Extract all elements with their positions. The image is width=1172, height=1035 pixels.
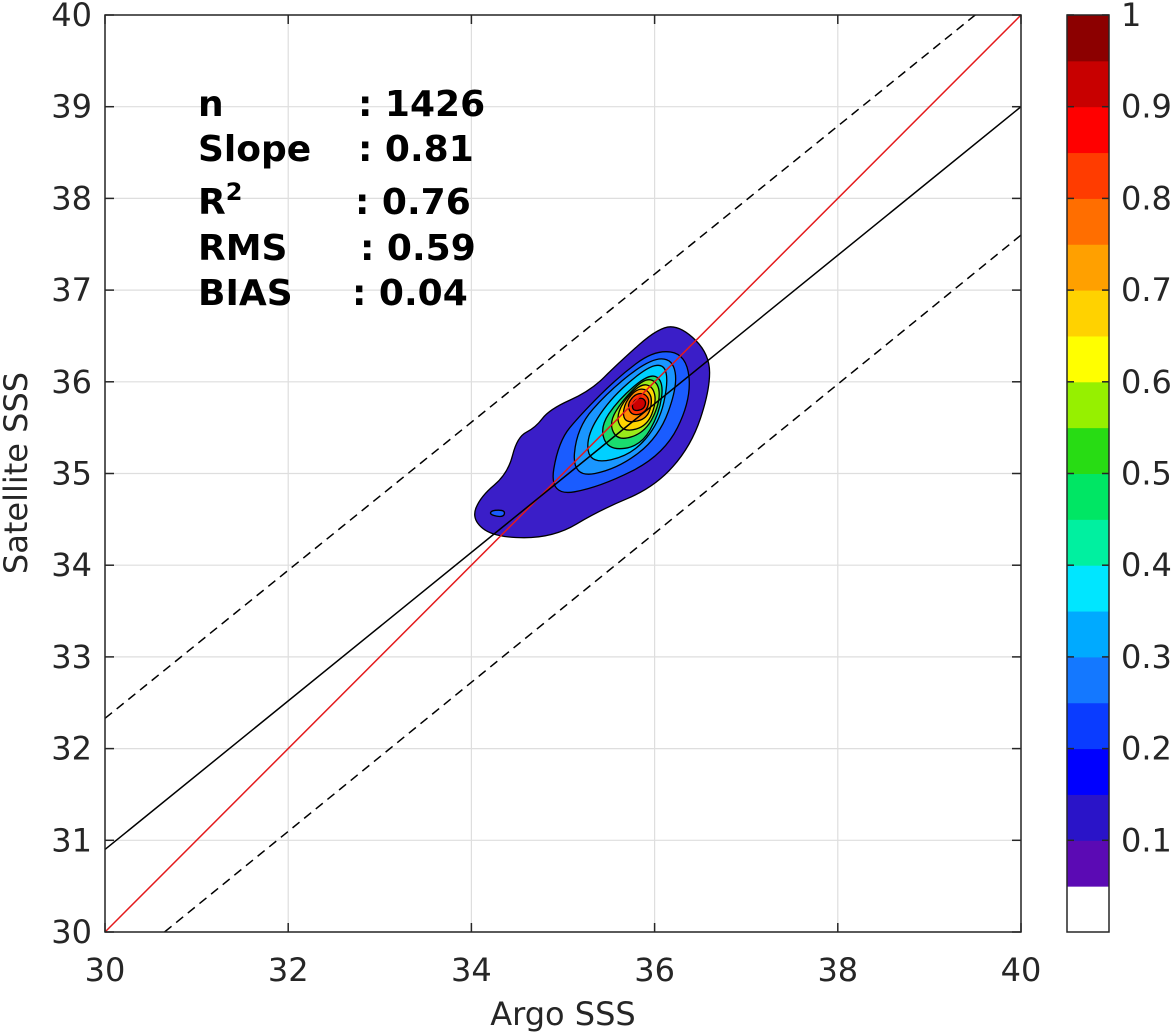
colorbar-band bbox=[1067, 335, 1109, 383]
stat-name: Slope bbox=[198, 129, 311, 170]
x-tick-label: 38 bbox=[817, 951, 858, 989]
colorbar-band bbox=[1067, 611, 1109, 658]
stat-name: BIAS bbox=[198, 273, 293, 314]
colorbar-band bbox=[1067, 198, 1109, 245]
y-tick-label: 37 bbox=[51, 271, 92, 309]
colorbar-band bbox=[1067, 794, 1109, 841]
lower-bound-line bbox=[164, 234, 1021, 932]
colorbar-band bbox=[1067, 381, 1109, 429]
y-axis-label: Satellite SSS bbox=[0, 372, 35, 574]
x-tick-label: 32 bbox=[268, 951, 309, 989]
y-tick-label: 34 bbox=[51, 546, 92, 584]
colorbar-band bbox=[1067, 840, 1109, 887]
stat-value: : 0.04 bbox=[352, 273, 468, 314]
y-tick-label: 30 bbox=[51, 913, 92, 951]
colorbar-band bbox=[1067, 15, 1109, 62]
colorbar-band bbox=[1067, 702, 1109, 750]
density-contours bbox=[474, 326, 711, 539]
upper-bound-line bbox=[105, 15, 976, 719]
stat-name: n bbox=[198, 84, 224, 125]
colorbar-tick-label: 0.9 bbox=[1121, 88, 1172, 126]
y-tick-label: 31 bbox=[51, 821, 92, 859]
y-tick-label: 38 bbox=[51, 179, 92, 217]
x-tick-label: 34 bbox=[451, 951, 492, 989]
colorbar-band bbox=[1067, 427, 1109, 474]
x-tick-label: 36 bbox=[634, 951, 675, 989]
colorbar-band bbox=[1067, 60, 1109, 108]
colorbar-band bbox=[1067, 244, 1109, 291]
y-tick-label: 32 bbox=[51, 730, 92, 768]
stat-value: : 0.81 bbox=[358, 129, 474, 170]
colorbar-tick-label: 0.4 bbox=[1121, 546, 1172, 584]
y-tick-label: 39 bbox=[51, 88, 92, 126]
y-tick-label: 36 bbox=[51, 363, 92, 401]
identity-line bbox=[105, 15, 1021, 932]
colorbar-band bbox=[1067, 656, 1109, 704]
x-tick-label: 30 bbox=[85, 951, 126, 989]
stat-name: RMS bbox=[198, 228, 287, 269]
x-tick-labels: 30 32 34 36 38 40 bbox=[85, 951, 1042, 989]
colorbar-band bbox=[1067, 152, 1109, 199]
y-tick-labels: 30 31 32 33 34 35 36 37 38 39 40 bbox=[51, 0, 92, 951]
y-tick-label: 35 bbox=[51, 455, 92, 493]
colorbar-tick-label: 0.2 bbox=[1121, 730, 1172, 768]
colorbar-tick-label: 0.5 bbox=[1121, 455, 1172, 493]
x-tick-label: 40 bbox=[1001, 951, 1042, 989]
colorbar-tick-label: 0.7 bbox=[1121, 271, 1172, 309]
colorbar: 0.1 0.2 0.3 0.4 0.5 0.6 0.7 0.8 0.9 1 bbox=[1066, 0, 1172, 933]
contour-island bbox=[489, 509, 506, 518]
y-tick-label: 33 bbox=[51, 638, 92, 676]
colorbar-tick-label: 0.6 bbox=[1121, 363, 1172, 401]
colorbar-band bbox=[1067, 886, 1109, 933]
stat-value: : 0.59 bbox=[360, 228, 476, 269]
colorbar-band bbox=[1067, 565, 1109, 612]
plot-frame bbox=[104, 14, 1022, 933]
regression-line bbox=[105, 106, 1021, 851]
y-tick-label: 40 bbox=[51, 0, 92, 34]
colorbar-tick-label: 0.1 bbox=[1121, 821, 1172, 859]
colorbar-band bbox=[1067, 290, 1109, 337]
grid-lines bbox=[104, 14, 1022, 933]
reference-lines bbox=[105, 15, 1021, 932]
colorbar-band bbox=[1067, 473, 1109, 520]
colorbar-band bbox=[1067, 106, 1109, 154]
colorbar-tick-label: 0.3 bbox=[1121, 638, 1172, 676]
colorbar-band bbox=[1067, 748, 1109, 795]
colorbar-band bbox=[1067, 519, 1109, 566]
colorbar-tick-label: 0.8 bbox=[1121, 179, 1172, 217]
stat-value: : 0.76 bbox=[355, 182, 471, 223]
stat-value: : 1426 bbox=[358, 84, 485, 125]
colorbar-tick-label: 1 bbox=[1121, 0, 1141, 34]
x-axis-label: Argo SSS bbox=[490, 995, 635, 1033]
